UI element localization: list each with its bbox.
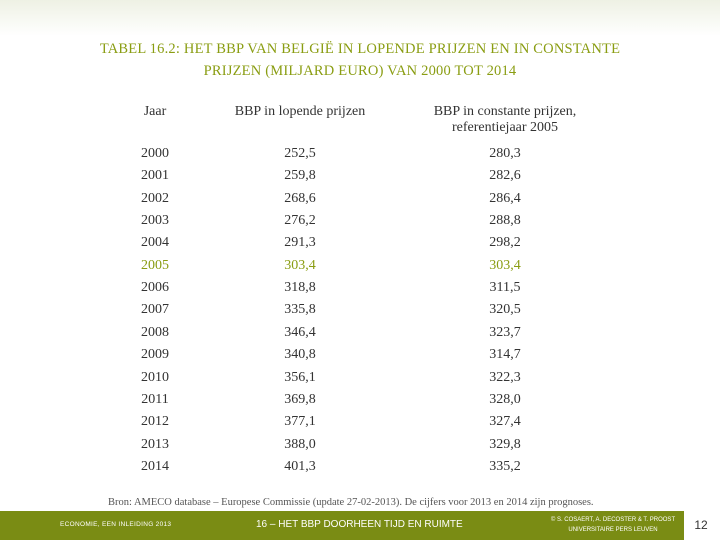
year-cell: 2014 (141, 458, 169, 474)
constant-price-cell: 311,5 (489, 280, 521, 296)
constant-price-cell: 303,4 (489, 257, 521, 273)
footer-copyright: © S. COSAERT, A. DECOSTER & T. PROOST UN… (538, 515, 688, 535)
constant-price-cell: 286,4 (489, 190, 521, 206)
source-note: Bron: AMECO database – Europese Commissi… (108, 497, 594, 508)
table-row: 2004 291,3 298,2 (0, 235, 720, 257)
year-cell: 2000 (141, 146, 169, 161)
current-price-cell: 291,3 (284, 235, 316, 251)
current-price-cell: 401,3 (284, 458, 316, 474)
table-row: 2014 401,3 335,2 (0, 459, 720, 481)
current-price-cell: 340,8 (284, 347, 316, 363)
table-row: 2010 356,1 322,3 (0, 370, 720, 392)
table-row: 2012 377,1 327,4 (0, 414, 720, 436)
table-row: 2000 252,5 280,3 (0, 146, 720, 168)
current-price-cell: 318,8 (284, 280, 316, 296)
year-cell: 2004 (141, 235, 169, 251)
year-cell: 2005 (141, 257, 169, 273)
current-price-cell: 388,0 (284, 436, 316, 452)
header-current-prices: BBP in lopende prijzen (234, 104, 366, 119)
constant-price-cell: 280,3 (489, 146, 521, 161)
constant-price-cell: 329,8 (489, 436, 521, 452)
footer-course-title: ECONOMIE, EEN INLEIDING 2013 (60, 521, 172, 528)
current-price-cell: 335,8 (284, 302, 316, 318)
table-row: 2005 303,4 303,4 (0, 258, 720, 280)
slide-footer: ECONOMIE, EEN INLEIDING 2013 16 – HET BB… (0, 511, 720, 540)
table-row: 2008 346,4 323,7 (0, 325, 720, 347)
constant-price-cell: 335,2 (489, 458, 521, 474)
header-constant-line-2: referentiejaar 2005 (451, 120, 559, 135)
table-title-line-2: PRIJZEN (MILJARD EURO) VAN 2000 TOT 2014 (203, 63, 517, 79)
year-cell: 2009 (141, 347, 169, 363)
header-constant-prices: BBP in constante prijzen, referentiejaar… (415, 104, 595, 136)
footer-chapter-title: 16 – HET BBP DOORHEEN TIJD EN RUIMTE (256, 519, 463, 530)
table-row: 2006 318,8 311,5 (0, 280, 720, 302)
header-constant-line-1: BBP in constante prijzen, (433, 104, 577, 119)
current-price-cell: 369,8 (284, 391, 316, 407)
current-price-cell: 356,1 (284, 369, 316, 385)
current-price-cell: 303,4 (284, 257, 316, 273)
year-cell: 2003 (141, 213, 169, 229)
year-cell: 2011 (141, 391, 169, 407)
table-title-line-1: TABEL 16.2: HET BBP VAN BELGIË IN LOPEND… (99, 41, 621, 57)
current-price-cell: 377,1 (284, 414, 316, 430)
year-cell: 2007 (141, 302, 169, 318)
table-row: 2011 369,8 328,0 (0, 392, 720, 414)
constant-price-cell: 298,2 (489, 235, 521, 251)
table-row: 2002 268,6 286,4 (0, 191, 720, 213)
constant-price-cell: 328,0 (489, 391, 521, 407)
constant-price-cell: 282,6 (489, 168, 521, 184)
header-year: Jaar (143, 104, 167, 119)
year-cell: 2013 (141, 436, 169, 452)
footer-publisher: UNIVERSITAIRE PERS LEUVEN (568, 527, 658, 533)
constant-price-cell: 314,7 (489, 347, 521, 363)
year-cell: 2001 (141, 168, 169, 184)
constant-price-cell: 327,4 (489, 414, 521, 430)
constant-price-cell: 322,3 (489, 369, 521, 385)
top-gradient-band (0, 0, 720, 36)
current-price-cell: 259,8 (284, 168, 316, 184)
footer-authors: © S. COSAERT, A. DECOSTER & T. PROOST (550, 517, 676, 523)
year-cell: 2010 (141, 369, 169, 385)
page-number-box: 12 (684, 511, 720, 540)
table-row: 2003 276,2 288,8 (0, 213, 720, 235)
current-price-cell: 346,4 (284, 324, 316, 340)
year-cell: 2012 (141, 414, 169, 430)
page-number: 12 (694, 518, 708, 532)
year-cell: 2008 (141, 324, 169, 340)
constant-price-cell: 323,7 (489, 324, 521, 340)
current-price-cell: 276,2 (284, 213, 316, 229)
table-row: 2009 340,8 314,7 (0, 347, 720, 369)
table-row: 2001 259,8 282,6 (0, 168, 720, 190)
constant-price-cell: 288,8 (489, 213, 521, 229)
table-row: 2007 335,8 320,5 (0, 302, 720, 324)
constant-price-cell: 320,5 (489, 302, 521, 318)
current-price-cell: 268,6 (284, 190, 316, 206)
year-cell: 2002 (141, 190, 169, 206)
table-row: 2013 388,0 329,8 (0, 437, 720, 459)
year-cell: 2006 (141, 280, 169, 296)
current-price-cell: 252,5 (284, 146, 316, 161)
